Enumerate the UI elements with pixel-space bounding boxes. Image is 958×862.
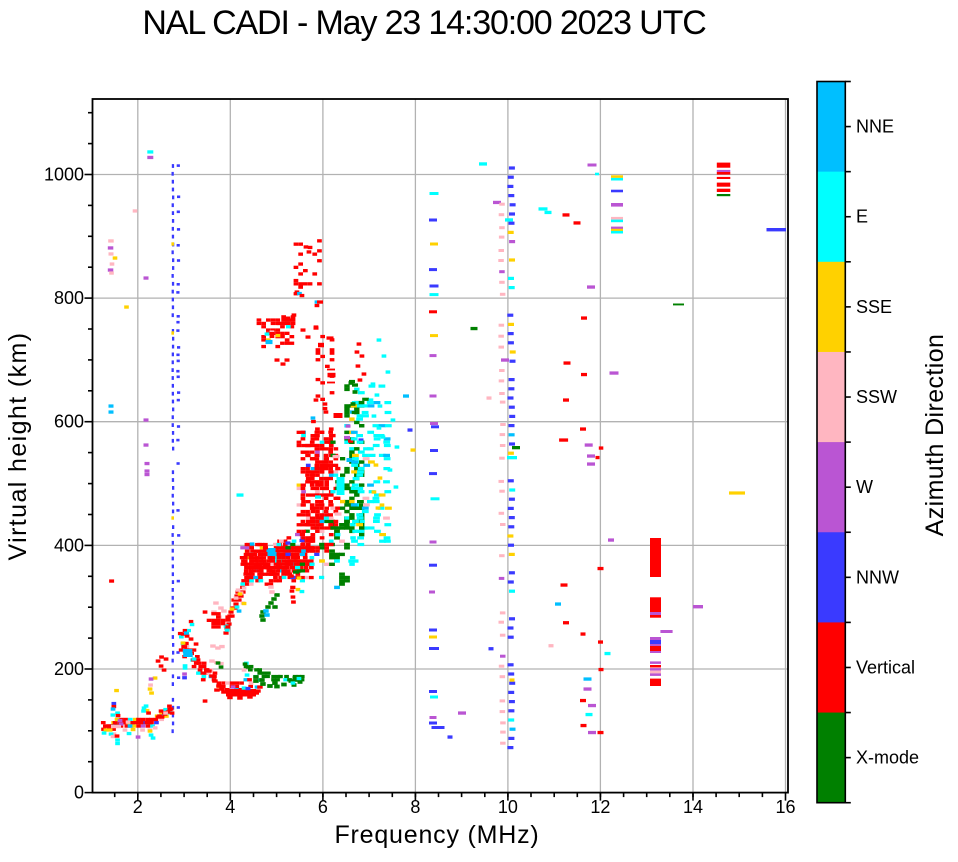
- svg-text:600: 600: [54, 412, 84, 432]
- svg-text:800: 800: [54, 288, 84, 308]
- svg-text:16: 16: [775, 797, 795, 817]
- svg-text:E: E: [856, 207, 868, 227]
- svg-text:Azimuth Direction: Azimuth Direction: [921, 334, 949, 537]
- svg-text:2: 2: [133, 797, 143, 817]
- svg-text:SSE: SSE: [856, 297, 892, 317]
- svg-text:4: 4: [225, 797, 235, 817]
- svg-text:6: 6: [318, 797, 328, 817]
- svg-text:X-mode: X-mode: [856, 748, 919, 768]
- svg-text:8: 8: [410, 797, 420, 817]
- svg-text:NNE: NNE: [856, 117, 894, 137]
- svg-text:SSW: SSW: [856, 387, 897, 407]
- svg-text:NNW: NNW: [856, 567, 899, 587]
- svg-text:400: 400: [54, 535, 84, 555]
- svg-text:NAL CADI - May 23 14:30:00 202: NAL CADI - May 23 14:30:00 2023 UTC: [142, 4, 706, 42]
- svg-text:Virtual height (km): Virtual height (km): [4, 332, 32, 561]
- svg-text:14: 14: [683, 797, 703, 817]
- svg-text:Vertical: Vertical: [856, 658, 915, 678]
- svg-text:W: W: [856, 477, 873, 497]
- svg-text:12: 12: [590, 797, 610, 817]
- svg-text:1000: 1000: [44, 165, 84, 185]
- svg-text:200: 200: [54, 659, 84, 679]
- svg-text:0: 0: [74, 783, 84, 803]
- svg-text:Frequency (MHz): Frequency (MHz): [334, 821, 539, 849]
- svg-text:10: 10: [498, 797, 518, 817]
